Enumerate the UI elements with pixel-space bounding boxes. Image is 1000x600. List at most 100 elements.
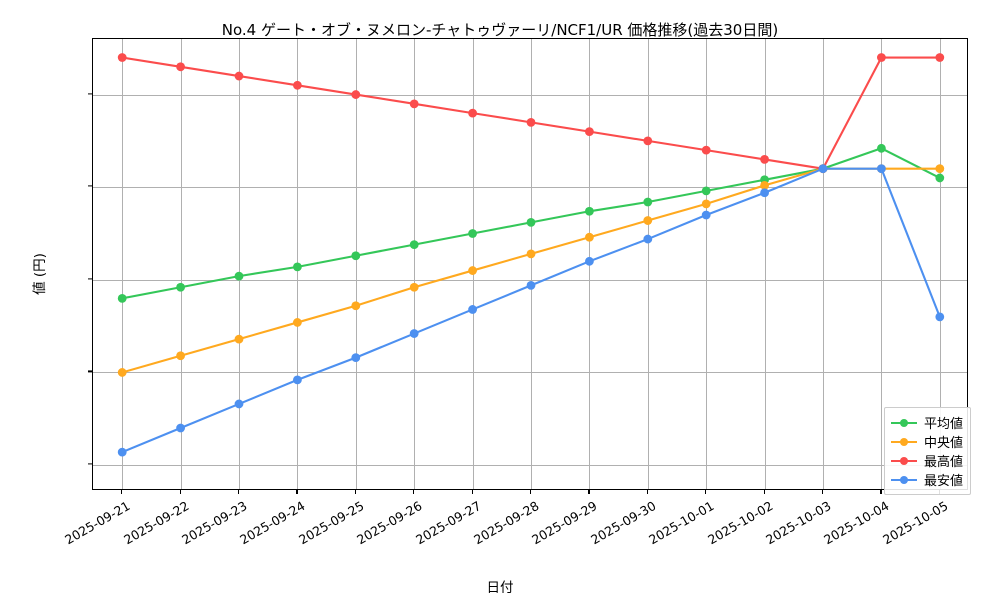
gridline-horizontal xyxy=(93,279,967,281)
x-axis-tick-mark xyxy=(705,490,707,494)
data-point[interactable] xyxy=(935,312,945,322)
data-point[interactable] xyxy=(760,188,769,198)
gridline-vertical xyxy=(355,39,357,489)
data-point[interactable] xyxy=(643,197,653,207)
x-axis-tick-mark xyxy=(179,490,181,494)
gridline-horizontal xyxy=(93,94,967,96)
data-point[interactable] xyxy=(409,99,419,109)
plot-area xyxy=(92,38,968,490)
data-point[interactable] xyxy=(351,90,361,99)
data-point[interactable] xyxy=(351,251,361,261)
data-point[interactable] xyxy=(117,53,127,62)
data-point[interactable] xyxy=(234,71,244,81)
data-point[interactable] xyxy=(234,399,244,409)
data-point[interactable] xyxy=(877,164,886,174)
data-point[interactable] xyxy=(468,229,477,238)
legend-item-label: 平均値 xyxy=(924,417,964,432)
legend-line-marker-icon xyxy=(891,455,917,467)
data-point[interactable] xyxy=(643,234,653,244)
data-point[interactable] xyxy=(585,232,594,242)
chart-title: No.4 ゲート・オブ・ヌメロン-チャトゥヴァーリ/NCF1/UR 価格推移(過… xyxy=(221,21,779,39)
data-point[interactable] xyxy=(935,53,945,62)
gridline-vertical xyxy=(180,39,182,489)
data-point[interactable] xyxy=(526,117,536,127)
series-1 xyxy=(117,143,945,303)
y-axis-tick-mark xyxy=(88,463,92,465)
x-axis-tick-mark xyxy=(588,490,590,494)
legend-item-3[interactable]: 最高値 xyxy=(891,451,963,470)
data-point[interactable] xyxy=(701,199,711,209)
data-point[interactable] xyxy=(468,305,477,314)
data-point[interactable] xyxy=(293,262,302,272)
data-point[interactable] xyxy=(585,256,594,266)
series-line xyxy=(121,167,941,454)
data-point[interactable] xyxy=(293,80,302,90)
legend-item-label: 最安値 xyxy=(924,474,964,489)
y-axis-tick-mark xyxy=(88,370,92,373)
gridline-vertical xyxy=(531,39,532,489)
gridline-vertical xyxy=(122,39,124,489)
data-point[interactable] xyxy=(176,282,185,292)
data-point[interactable] xyxy=(351,353,361,363)
data-point[interactable] xyxy=(585,206,594,216)
data-point[interactable] xyxy=(526,217,536,227)
data-point[interactable] xyxy=(117,293,127,303)
gridline-vertical xyxy=(647,39,649,489)
gridline-vertical xyxy=(472,39,474,489)
data-point[interactable] xyxy=(409,329,419,338)
data-point[interactable] xyxy=(877,53,886,62)
data-point[interactable] xyxy=(701,186,711,196)
data-point[interactable] xyxy=(117,447,127,457)
data-point[interactable] xyxy=(526,280,536,290)
gridline-vertical xyxy=(881,39,883,489)
data-point[interactable] xyxy=(760,180,769,190)
legend-line-marker-icon xyxy=(891,436,917,448)
data-point[interactable] xyxy=(935,173,945,183)
y-axis-tick-mark xyxy=(88,185,92,187)
data-point[interactable] xyxy=(117,368,127,377)
data-point[interactable] xyxy=(877,143,886,153)
data-point[interactable] xyxy=(293,375,302,385)
y-axis-tick-mark xyxy=(88,92,92,95)
x-axis-tick-mark xyxy=(354,490,356,494)
data-point[interactable] xyxy=(935,164,945,174)
data-point[interactable] xyxy=(176,62,185,72)
data-point[interactable] xyxy=(409,240,419,250)
data-point[interactable] xyxy=(351,301,361,311)
x-axis-tick-mark xyxy=(413,490,415,494)
data-point[interactable] xyxy=(818,164,828,174)
data-point[interactable] xyxy=(409,282,419,292)
gridline-vertical xyxy=(939,39,941,489)
data-point[interactable] xyxy=(176,423,185,433)
data-point[interactable] xyxy=(234,271,244,281)
data-point[interactable] xyxy=(701,210,711,220)
data-point[interactable] xyxy=(643,216,653,225)
gridline-vertical xyxy=(823,39,824,489)
x-axis-tick-mark xyxy=(238,490,240,494)
data-point[interactable] xyxy=(585,127,594,137)
x-axis-tick-mark xyxy=(530,490,532,494)
gridline-horizontal xyxy=(93,372,967,374)
series-lines-layer xyxy=(117,53,945,457)
series-line xyxy=(121,167,941,374)
legend: 平均値中央値 最高値最安値 xyxy=(884,407,972,495)
x-axis-tick-mark xyxy=(763,490,765,494)
data-point[interactable] xyxy=(760,155,769,164)
data-point[interactable] xyxy=(468,266,477,275)
data-point[interactable] xyxy=(176,351,185,361)
y-axis-label: 値 (円) xyxy=(32,253,48,295)
legend-item-label: 中央値 xyxy=(924,436,964,451)
data-point[interactable] xyxy=(526,249,536,259)
data-point[interactable] xyxy=(701,145,711,155)
series-2 xyxy=(117,164,945,377)
legend-item-4[interactable]: 最安値 xyxy=(891,470,963,489)
legend-item-2[interactable]: 中央値 xyxy=(891,432,963,451)
data-point[interactable] xyxy=(293,318,302,327)
series-4 xyxy=(117,164,945,457)
data-point[interactable] xyxy=(643,136,653,146)
x-axis-tick-mark xyxy=(471,490,473,494)
data-point[interactable] xyxy=(468,108,477,118)
gridline-vertical xyxy=(239,39,240,489)
data-point[interactable] xyxy=(234,334,244,344)
legend-item-1[interactable]: 平均値 xyxy=(891,413,963,432)
